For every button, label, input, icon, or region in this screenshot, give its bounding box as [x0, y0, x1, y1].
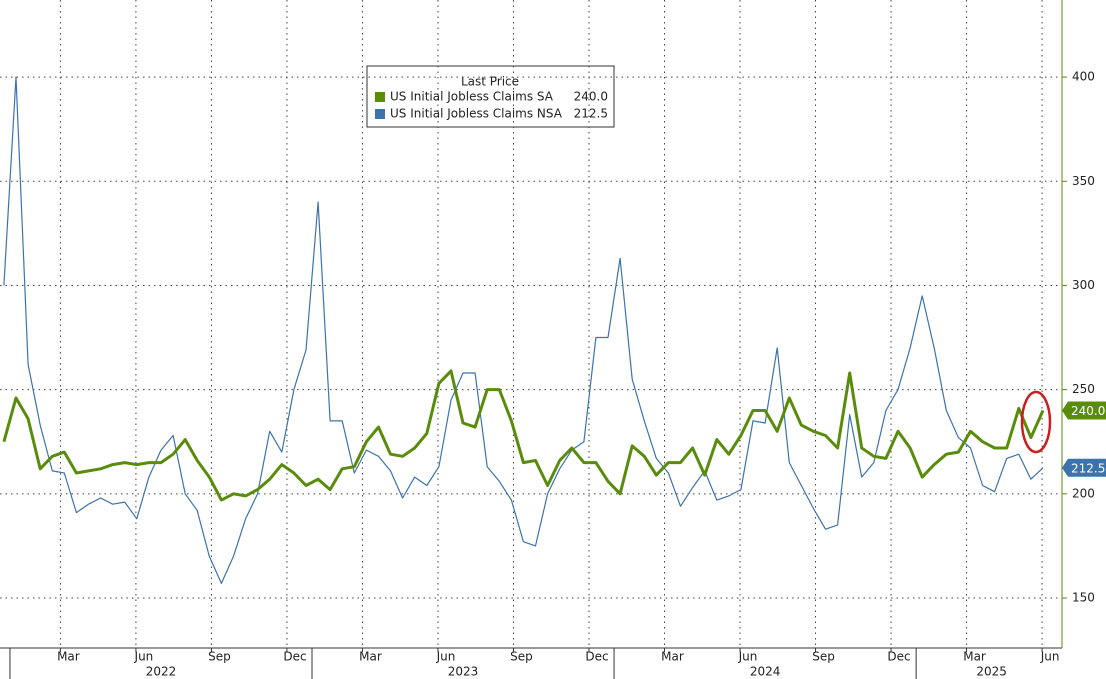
x-tick-label: Jun: [1040, 650, 1060, 664]
year-label: 2022: [146, 665, 177, 679]
y-tick-label: 250: [1072, 382, 1095, 396]
legend-box: [366, 65, 615, 128]
x-tick-label: Jun: [134, 650, 154, 664]
x-tick-label: Jun: [436, 650, 456, 664]
last-value-tag: [1062, 458, 1106, 477]
y-tick-label: 150: [1072, 590, 1095, 604]
legend-value: 240.0: [574, 90, 608, 104]
x-tick-label: Dec: [283, 650, 306, 664]
y-tick-label: 350: [1072, 174, 1095, 188]
legend-label: US Initial Jobless Claims SA: [390, 90, 554, 104]
last-value-label: 212.5: [1071, 461, 1105, 475]
x-tick-label: Dec: [585, 650, 608, 664]
x-tick-label: Jun: [738, 650, 758, 664]
x-tick-label: Sep: [812, 650, 835, 664]
series-line: [3, 76, 1044, 584]
x-tick-label: Sep: [510, 650, 533, 664]
y-tick-label: 200: [1072, 486, 1095, 500]
last-value-tag: [1062, 401, 1106, 420]
x-tick-label: Mar: [57, 650, 80, 664]
year-label: 2023: [448, 665, 479, 679]
series-line: [2, 369, 1045, 502]
y-tick-label: 300: [1072, 278, 1095, 292]
legend-title: Last Price: [461, 75, 519, 89]
x-tick-label: Mar: [359, 650, 382, 664]
x-tick-label: Mar: [661, 650, 684, 664]
year-label: 2025: [976, 665, 1007, 679]
last-value-label: 240.0: [1071, 404, 1105, 418]
legend-swatch: [375, 109, 385, 119]
legend-swatch: [375, 92, 385, 102]
x-tick-label: Sep: [208, 650, 231, 664]
x-tick-label: Dec: [887, 650, 910, 664]
annotation-circle: [1020, 390, 1052, 454]
year-label: 2024: [750, 665, 781, 679]
y-tick-label: 400: [1072, 70, 1095, 84]
x-tick-label: Mar: [963, 650, 986, 664]
legend-value: 212.5: [574, 107, 608, 121]
legend-label: US Initial Jobless Claims NSA: [390, 107, 563, 121]
